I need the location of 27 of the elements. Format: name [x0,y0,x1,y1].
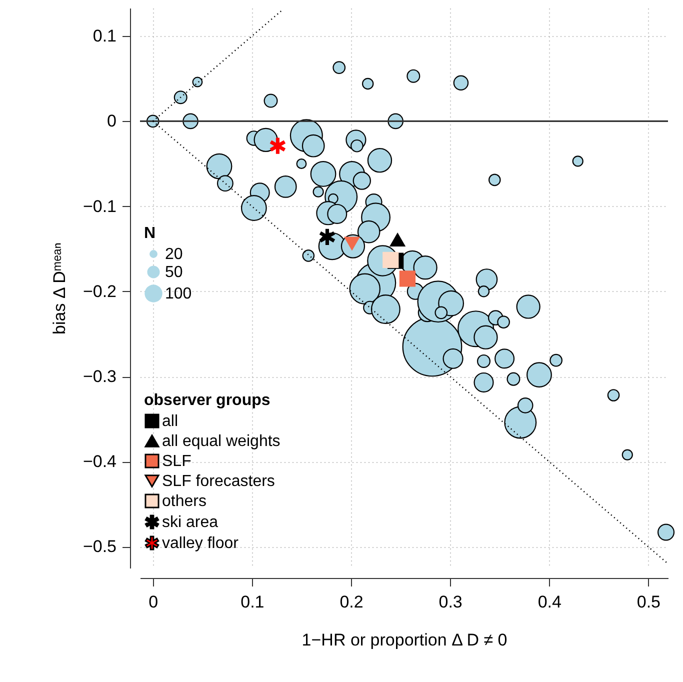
y-tick-label: −0.2 [82,282,116,301]
x-tick-label: 0.3 [438,592,462,612]
legend-label: SLF [162,453,192,470]
legend-label: 100 [165,286,192,302]
x-tick-label: 0.4 [538,592,562,612]
legend-label: others [162,493,206,510]
x-tick-label: 0.5 [636,592,661,612]
legend-label: 50 [165,264,183,281]
y-tick-label: −0.4 [82,452,116,472]
y-tick-label: −0.5 [82,537,116,556]
y-tick-label: −0.1 [82,196,116,216]
legend-label: all equal weights [162,433,280,450]
x-tick-label: 0.1 [240,592,264,612]
y-tick-label: 0.1 [92,26,116,46]
legend-label: all [162,413,178,430]
legend-label: 20 [165,246,183,263]
legend-label: valley floor [162,535,240,552]
annotation: N [144,225,156,242]
legend-title: observer groups [144,392,270,409]
legend-label: ski area [162,514,218,531]
x-tick-label: 0 [148,592,158,612]
y-tick-label: 0 [107,112,116,131]
x-axis-title: 1−HR or proportion Δ D ≠ 0 [302,630,508,650]
x-tick-label: 0.2 [340,592,364,612]
y-axis-title: bias Δ Dᵐᵉᵃⁿ [50,242,69,334]
legend-label: SLF forecasters [162,473,275,490]
y-tick-label: −0.3 [82,367,116,386]
